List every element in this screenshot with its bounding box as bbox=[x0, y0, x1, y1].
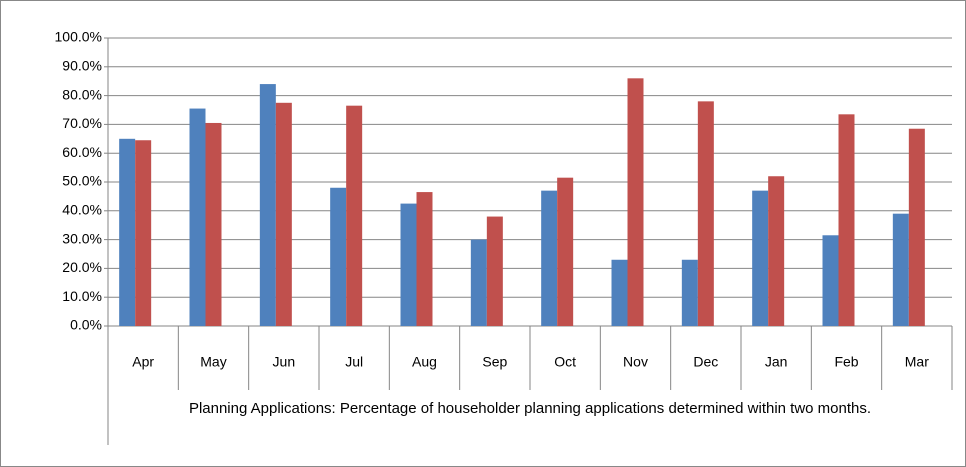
bar bbox=[752, 190, 769, 326]
x-tick-label: Jan bbox=[765, 354, 788, 370]
y-tick-label: 40.0% bbox=[62, 202, 102, 218]
x-tick-label: May bbox=[200, 354, 226, 370]
bar bbox=[135, 140, 152, 326]
y-tick-label: 70.0% bbox=[62, 115, 102, 131]
bar bbox=[541, 190, 558, 326]
bar bbox=[611, 259, 628, 326]
bar bbox=[189, 108, 206, 326]
y-tick-label: 10.0% bbox=[62, 288, 102, 304]
x-tick-label: Sep bbox=[482, 354, 507, 370]
y-tick-label: 100.0% bbox=[55, 29, 102, 45]
bar bbox=[119, 138, 136, 326]
x-tick-label: Jun bbox=[273, 354, 296, 370]
bar bbox=[416, 192, 433, 326]
bar bbox=[892, 213, 909, 326]
x-tick-label: Dec bbox=[693, 354, 718, 370]
bar bbox=[822, 235, 839, 326]
bar bbox=[627, 78, 644, 326]
y-tick-label: 80.0% bbox=[62, 86, 102, 102]
bar bbox=[768, 176, 785, 326]
y-tick-label: 20.0% bbox=[62, 259, 102, 275]
y-tick-label: 90.0% bbox=[62, 58, 102, 74]
y-tick-label: 60.0% bbox=[62, 144, 102, 160]
bar bbox=[346, 105, 363, 327]
bar bbox=[275, 102, 292, 326]
y-tick-label: 0.0% bbox=[70, 317, 102, 333]
bar bbox=[697, 101, 714, 326]
bar bbox=[330, 187, 347, 326]
bar bbox=[470, 239, 487, 326]
y-tick-label: 50.0% bbox=[62, 173, 102, 189]
bar bbox=[259, 84, 276, 326]
y-tick-label: 30.0% bbox=[62, 230, 102, 246]
bar bbox=[838, 114, 855, 326]
bar bbox=[486, 216, 503, 326]
x-tick-label: Mar bbox=[905, 354, 929, 370]
x-tick-label: Aug bbox=[412, 354, 437, 370]
x-tick-label: Feb bbox=[834, 354, 858, 370]
bar bbox=[908, 128, 925, 326]
x-tick-label: Jul bbox=[345, 354, 363, 370]
bar bbox=[205, 122, 222, 327]
x-tick-label: Nov bbox=[623, 354, 648, 370]
chart-title: Planning Applications: Percentage of hou… bbox=[188, 400, 872, 417]
bar bbox=[557, 177, 574, 326]
x-tick-label: Apr bbox=[132, 354, 154, 370]
x-tick-label: Oct bbox=[554, 354, 576, 370]
bar bbox=[400, 203, 417, 326]
bar bbox=[681, 259, 698, 326]
